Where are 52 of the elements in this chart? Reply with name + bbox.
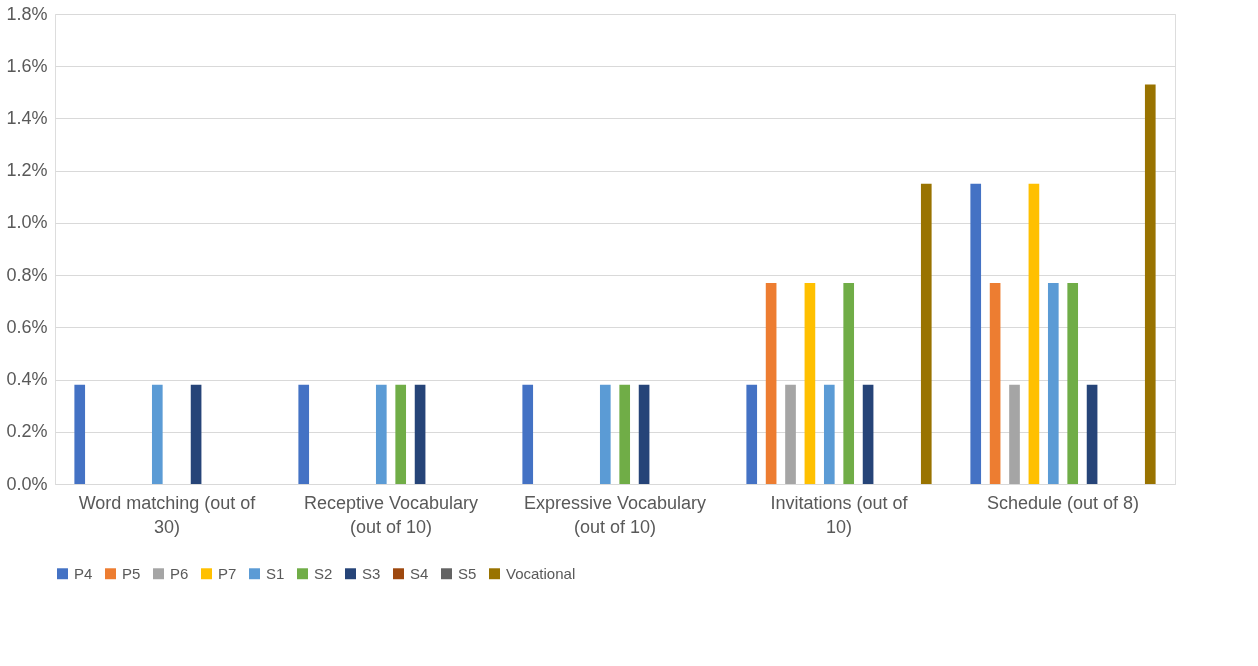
bar xyxy=(862,384,874,484)
bar xyxy=(74,384,86,484)
bar xyxy=(843,282,855,484)
y-tick-label: 1.0% xyxy=(6,212,48,233)
bar xyxy=(804,282,816,484)
bar xyxy=(151,384,163,484)
bar xyxy=(823,384,835,484)
bar xyxy=(414,384,426,484)
bar xyxy=(920,183,932,484)
bar xyxy=(1047,282,1059,484)
legend-label: P6 xyxy=(170,564,189,582)
bar xyxy=(638,384,650,484)
legend-label: S3 xyxy=(362,564,381,582)
legend-label: Vocational xyxy=(506,564,576,582)
bar xyxy=(1144,84,1156,484)
y-tick-label: 1.4% xyxy=(6,107,48,128)
legend-label: S1 xyxy=(266,564,285,582)
y-tick-label: 0.4% xyxy=(6,369,48,390)
y-tick-label: 1.6% xyxy=(6,55,48,76)
y-tick-label: 1.8% xyxy=(6,3,48,24)
legend-label: S5 xyxy=(458,564,477,582)
x-tick-label: Expressive Vocabulary (out of 10) xyxy=(523,492,707,537)
bar xyxy=(599,384,611,484)
y-tick-label: 0.6% xyxy=(6,316,48,337)
bar xyxy=(785,384,796,484)
bar xyxy=(1009,384,1020,484)
y-tick-label: 0.0% xyxy=(6,473,48,494)
bar xyxy=(395,384,407,484)
x-tick-label: Schedule (out of 8) xyxy=(986,492,1140,513)
bar xyxy=(619,384,631,484)
bar xyxy=(298,384,310,484)
x-tick-label: Word matching (out of 30) xyxy=(78,492,257,537)
bar xyxy=(522,384,534,484)
bar xyxy=(375,384,387,484)
bar xyxy=(746,384,758,484)
legend-label: P5 xyxy=(122,564,141,582)
bar xyxy=(190,384,202,484)
bar xyxy=(1028,183,1040,484)
legend-label: S2 xyxy=(314,564,333,582)
y-tick-label: 0.2% xyxy=(6,421,48,442)
bar xyxy=(970,183,982,484)
x-tick-label: Receptive Vocabulary (out of 10) xyxy=(303,492,479,537)
y-tick-label: 1.2% xyxy=(6,160,48,181)
bar xyxy=(765,282,777,484)
legend-label: P4 xyxy=(74,564,93,582)
y-tick-label: 0.8% xyxy=(6,264,48,285)
bar xyxy=(1086,384,1098,484)
bar xyxy=(989,282,1001,484)
bar xyxy=(1067,282,1079,484)
x-tick-label: Invitations (out of 10) xyxy=(770,492,909,537)
legend-label: S4 xyxy=(410,564,429,582)
legend-label: P7 xyxy=(218,564,237,582)
